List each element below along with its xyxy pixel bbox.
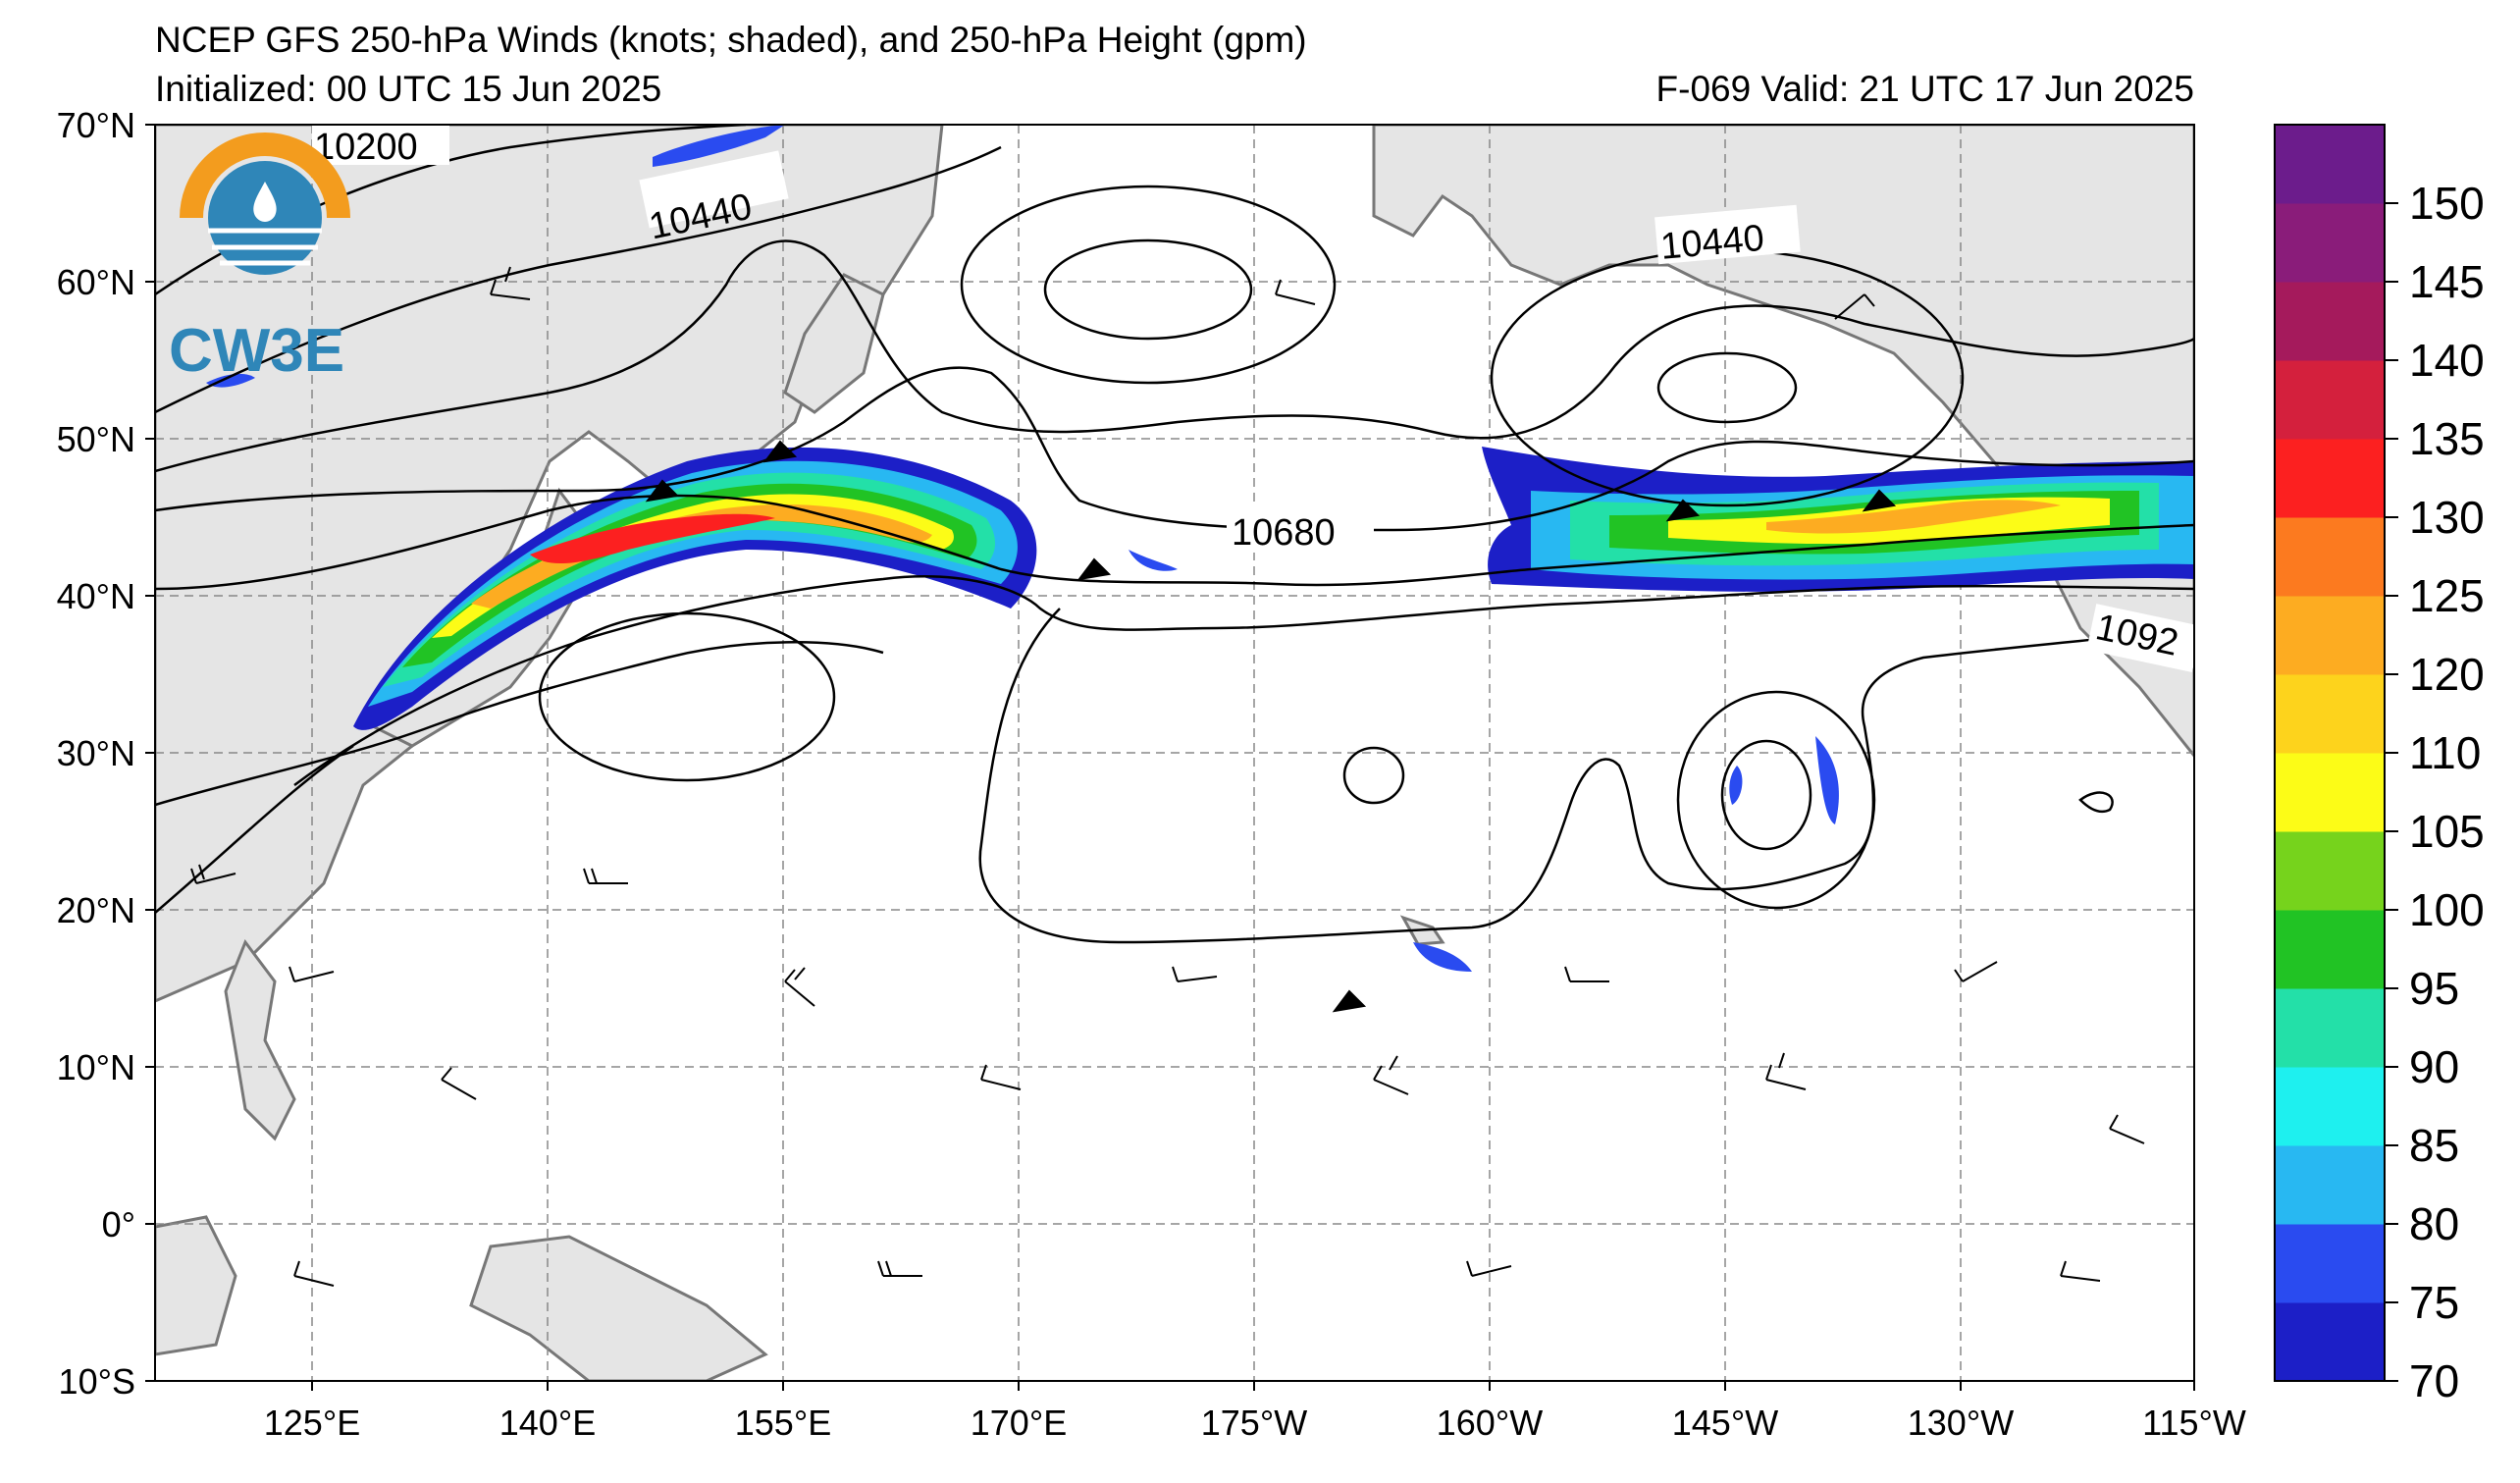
colorbar-swatch [2275,988,2385,1068]
jet-fragments [206,125,1839,972]
cw3e-logo: CW3E [169,132,350,385]
wind-barbs [190,228,2145,1287]
colorbar: 70 75 80 85 90 95 100 105 110 120 125 130 135 140 145 1… [2274,124,2485,1406]
lon-label-175w: 175°W [1201,1403,1307,1443]
logo-drop-icon [253,182,277,222]
lat-label-10n: 10°N [57,1047,135,1087]
logo-text: CW3E [169,317,344,385]
colorbar-tick-label: 95 [2409,963,2459,1014]
colorbar-ticks: 70 75 80 85 90 95 100 105 110 120 125 130 135 140 145 1… [2385,178,2485,1406]
lat-label-0: 0° [102,1204,135,1245]
land-kamchatka [783,273,885,414]
colorbar-swatch [2275,1302,2385,1382]
colorbar-swatch [2275,360,2385,440]
logo-sun-arc [180,132,350,219]
colorbar-tick-label: 70 [2409,1355,2459,1406]
lat-label-50n: 50°N [57,419,135,459]
contour-label-10680: 10680 [1232,512,1336,554]
colorbar-swatch [2275,596,2385,675]
land-new-guinea [469,1235,768,1381]
lon-label-130w: 130°W [1908,1403,2014,1443]
land-philippines [224,938,296,1141]
lon-label-170e: 170°E [971,1403,1067,1443]
colorbar-swatch [2275,1224,2385,1303]
colorbar-swatch [2275,125,2385,204]
colorbar-swatch [2275,517,2385,597]
colorbar-tick-label: 125 [2409,570,2485,621]
colorbar-tick-label: 90 [2409,1041,2459,1092]
land-borneo [155,1215,237,1356]
contour-labels: 10200 10440 10440 10680 1092 [312,126,2194,672]
colorbar-swatch [2275,753,2385,832]
lat-label-20n: 20°N [57,890,135,930]
colorbar-swatches [2275,125,2385,1382]
colorbar-tick-label: 100 [2409,884,2485,935]
axis-ticks [145,124,2195,1391]
contour-label-10440-east: 10440 [1659,218,1766,268]
map-contents: 10200 10440 10440 10680 1092 [155,125,2194,1381]
graticule [155,125,2194,1381]
colorbar-tick-label: 150 [2409,178,2485,229]
logo-waves [208,228,322,266]
colorbar-tick-label: 145 [2409,256,2485,307]
colorbar-tick-label: 120 [2409,649,2485,700]
lat-label-60n: 60°N [57,262,135,302]
colorbar-tick-label: 85 [2409,1120,2459,1171]
colorbar-tick-label: 105 [2409,806,2485,857]
colorbar-tick-label: 135 [2409,413,2485,464]
lat-label-70n: 70°N [57,105,135,145]
lon-label-145w: 145°W [1672,1403,1778,1443]
valid-time: F-069 Valid: 21 UTC 17 Jun 2025 [1655,69,2194,109]
colorbar-swatch [2275,1145,2385,1225]
colorbar-swatch [2275,831,2385,911]
colorbar-swatch [2275,674,2385,754]
colorbar-swatch [2275,439,2385,518]
map-title: NCEP GFS 250-hPa Winds (knots; shaded), … [155,20,1307,60]
lon-label-125e: 125°E [264,1403,360,1443]
lat-label-10s: 10°S [59,1361,135,1402]
height-contours [155,125,2194,944]
colorbar-swatch [2275,910,2385,989]
colorbar-tick-label: 140 [2409,335,2485,386]
lat-label-30n: 30°N [57,733,135,773]
lon-label-140e: 140°E [499,1403,596,1443]
lon-label-155e: 155°E [735,1403,831,1443]
colorbar-swatch [2275,282,2385,361]
colorbar-tick-label: 130 [2409,492,2485,543]
lon-label-160w: 160°W [1437,1403,1543,1443]
colorbar-tick-label: 110 [2409,727,2481,778]
lat-label-40n: 40°N [57,576,135,616]
colorbar-swatch [2275,1067,2385,1146]
colorbar-tick-label: 80 [2409,1198,2459,1249]
contour-label-10200: 10200 [314,127,418,168]
jet-east-pacific [1482,447,2194,592]
latitude-labels: 70°N 60°N 50°N 40°N 30°N 20°N 10°N 0° 10… [57,105,135,1402]
init-time: Initialized: 00 UTC 15 Jun 2025 [155,69,662,109]
colorbar-swatch [2275,203,2385,283]
longitude-labels: 125°E 140°E 155°E 170°E 175°W 160°W 145°… [264,1403,2246,1443]
colorbar-tick-label: 75 [2409,1277,2459,1328]
lon-label-115w: 115°W [2142,1403,2246,1443]
